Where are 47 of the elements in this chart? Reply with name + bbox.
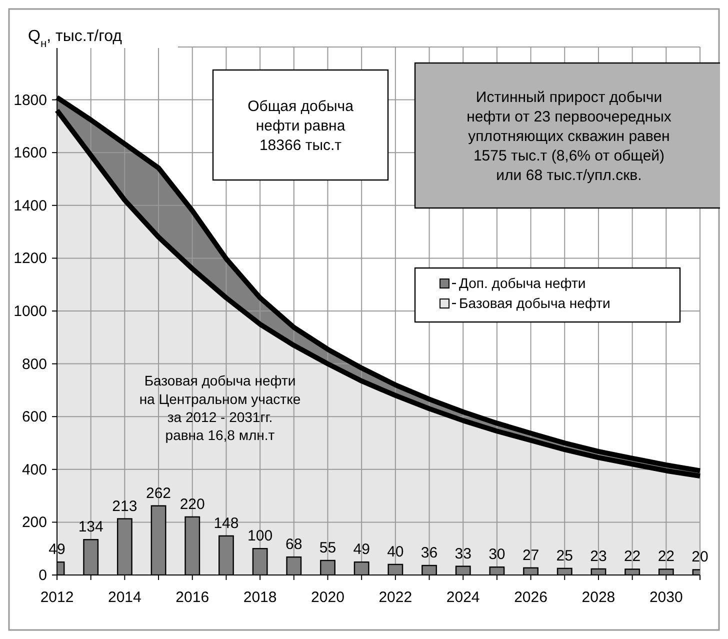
- y-tick-label: 1200: [14, 250, 47, 268]
- data-label: 22: [624, 548, 641, 566]
- y-tick-label: 1600: [14, 144, 47, 162]
- data-label: 22: [658, 548, 674, 566]
- x-tick-label: 2024: [446, 589, 480, 606]
- data-label: 68: [286, 536, 302, 554]
- y-tick-label: 1400: [14, 197, 47, 214]
- data-label: 213: [112, 498, 138, 515]
- data-label: 33: [454, 545, 472, 562]
- data-label: 262: [146, 484, 172, 502]
- annotation: Истинный прирост добычи нефти от 23 первоочередных уплотняющих скважин равен 1575 тыс.т (8,6% от общей) или 68 тыс.т/упл.скв.: [466, 88, 672, 184]
- x-tick-label: 2026: [514, 589, 548, 606]
- note-box: Общая добыча нефти равна 18366 тыс.т: [212, 69, 389, 181]
- x-tick-label: 2016: [176, 589, 210, 606]
- x-tick-label: 2030: [649, 589, 683, 606]
- legend-label: Базовая добыча нефти: [459, 295, 610, 311]
- y-tick-label: 1000: [14, 303, 47, 320]
- x-tick-label: 2020: [311, 589, 344, 606]
- note-box: Истинный прирост добычи нефти от 23 первоочередных уплотняющих скважин равен 1575 тыс.т (8,6% от общей) или 68 тыс.т/упл.скв.: [414, 62, 720, 209]
- data-label: 25: [556, 547, 573, 564]
- data-label: 20: [692, 548, 708, 566]
- note-text: Базовая добыча нефти на Центральном участке за 2012 - 2031гг. равна 16,8 млн.т: [139, 372, 301, 444]
- x-tick-label: 2022: [378, 589, 412, 606]
- data-label: 148: [214, 514, 239, 532]
- y-tick-label: 600: [22, 408, 47, 426]
- data-label: 36: [420, 544, 438, 562]
- data-label: 100: [248, 528, 273, 545]
- y-tick-label: 0: [38, 567, 47, 584]
- data-label: 220: [180, 496, 205, 513]
- data-label: 23: [590, 548, 607, 565]
- x-tick-label: 2012: [40, 589, 74, 606]
- y-axis-title: Q$_{н}$, тыс.т/год: [28, 28, 123, 50]
- data-label: 27: [522, 546, 540, 564]
- data-label: 30: [488, 546, 506, 564]
- x-tick-label: 2014: [108, 589, 142, 606]
- y-tick-label: 400: [22, 461, 47, 478]
- y-tick-label: 1800: [14, 92, 47, 109]
- y-tick-label: 200: [22, 514, 47, 532]
- data-label: 49: [353, 541, 370, 558]
- annotation: Общая добыча нефти равна 18366 тыс.т: [248, 98, 354, 154]
- data-label: 55: [319, 539, 336, 556]
- data-label: 40: [387, 543, 404, 560]
- y-tick-label: 800: [22, 356, 47, 373]
- legend-label: Доп. добыча нефти: [459, 275, 586, 291]
- x-tick-label: 2028: [582, 589, 616, 606]
- data-label: 134: [78, 518, 104, 536]
- x-tick-label: 2018: [243, 589, 277, 606]
